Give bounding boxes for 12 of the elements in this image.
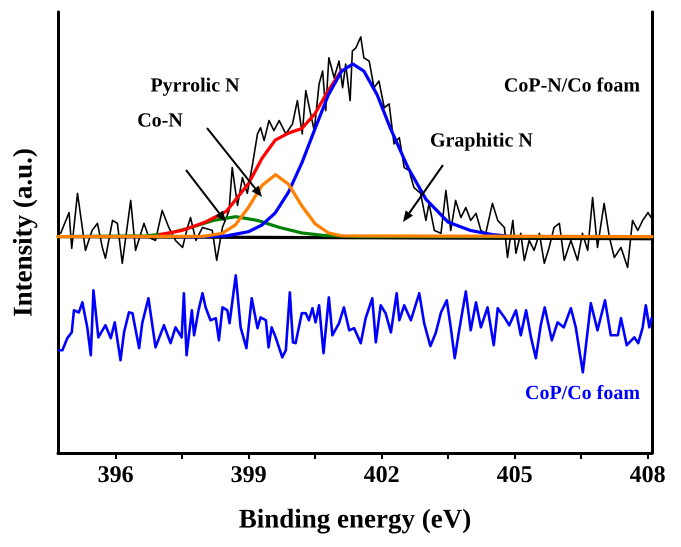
annotation: Co-N: [137, 110, 184, 132]
x-tick-label: 399: [230, 462, 267, 488]
annotation: Pyrrolic N: [150, 74, 240, 97]
x-tick-label: 402: [364, 462, 400, 488]
text: CoP-N/Co foam: [504, 74, 640, 97]
x-tick-label: 405: [496, 462, 533, 488]
x-axis-title: Binding energy (eV): [238, 504, 472, 534]
series-label: CoP/Co foam: [525, 382, 640, 404]
annotation: Graphitic N: [430, 130, 534, 152]
y-axis-title: Intensity (a.u.): [8, 148, 38, 317]
x-tick-label: 408: [630, 462, 666, 488]
x-tick-label: 396: [98, 462, 134, 488]
